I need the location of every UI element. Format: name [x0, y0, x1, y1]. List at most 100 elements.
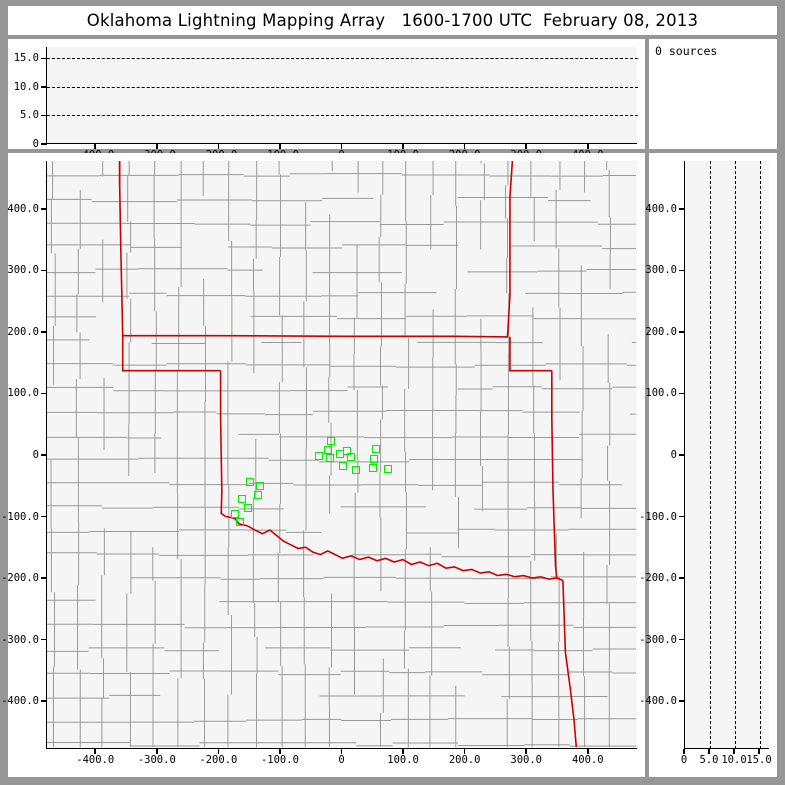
y-tick-label: -300.0 [1, 633, 39, 646]
east-west-height-plot-area [684, 161, 769, 749]
y-tick-mark [41, 143, 47, 145]
lightning-source-marker [325, 454, 334, 463]
y-tick-mark [679, 331, 685, 333]
x-tick-mark [217, 749, 220, 754]
x-tick-mark [463, 144, 466, 149]
y-tick-mark [679, 208, 685, 210]
x-tick-label: 200.0 [448, 754, 481, 766]
x-tick-mark [156, 749, 158, 754]
x-tick-label: 0 [680, 754, 688, 766]
y-tick-mark [679, 638, 685, 641]
y-tick-mark [41, 86, 47, 88]
lightning-source-marker [246, 478, 255, 487]
gridline-vertical [735, 161, 736, 749]
y-tick-mark [41, 515, 47, 518]
lightning-source-marker [372, 444, 381, 453]
x-tick-mark [340, 749, 343, 754]
y-tick-label: -300.0 [639, 633, 677, 646]
x-tick-label: 300.0 [510, 754, 542, 766]
gridline-horizontal [47, 58, 638, 60]
y-tick-mark [679, 454, 685, 456]
state-border-east [551, 370, 558, 579]
x-tick-mark [586, 749, 589, 754]
lightning-source-marker [324, 446, 333, 455]
x-tick-label: 100.0 [387, 754, 419, 766]
x-tick-label: -400.0 [76, 754, 115, 766]
y-tick-label: 300.0 [645, 264, 677, 277]
y-tick-mark [41, 331, 47, 333]
x-tick-mark [402, 749, 404, 754]
state-border-southeast [562, 580, 578, 747]
y-tick-mark [679, 269, 685, 272]
lightning-source-marker [368, 464, 377, 473]
y-tick-label: -200.0 [1, 572, 39, 584]
state-border-west [219, 370, 226, 518]
x-tick-mark [683, 749, 685, 754]
y-tick-mark [41, 392, 47, 395]
time-height-plot-area [46, 47, 638, 144]
gridline-horizontal [47, 86, 638, 88]
y-tick-mark [41, 57, 47, 60]
y-tick-mark [41, 700, 47, 702]
y-tick-mark [41, 454, 47, 456]
x-tick-mark [708, 749, 710, 754]
x-tick-mark [94, 144, 97, 149]
plan-view-plot-area[interactable] [46, 161, 637, 749]
x-tick-label: 0 [338, 754, 345, 766]
map-geography [47, 161, 636, 747]
x-tick-label: 400.0 [571, 754, 604, 766]
x-tick-label: -300.0 [137, 754, 176, 766]
lightning-source-marker [315, 451, 324, 460]
y-tick-mark [679, 700, 685, 702]
source-count-label: 0 sources [655, 44, 718, 58]
x-tick-label: 10.0 [721, 754, 747, 766]
state-border-oklahoma-north [118, 161, 514, 338]
lightning-source-marker [230, 509, 239, 518]
lightning-source-marker [243, 504, 252, 512]
gridline-vertical [710, 161, 711, 749]
y-tick-label: 5.0 [20, 109, 39, 122]
y-tick-label: -100.0 [639, 510, 677, 523]
x-tick-label: 5.0 [699, 754, 719, 766]
state-border-red-river [225, 515, 564, 582]
x-tick-mark [586, 144, 589, 149]
lightning-source-marker [326, 436, 335, 445]
y-tick-label: 100.0 [7, 387, 39, 400]
y-tick-label: -200.0 [639, 572, 677, 584]
x-tick-mark [340, 144, 343, 149]
x-tick-label: -100.0 [260, 754, 299, 766]
x-tick-label: -200.0 [199, 754, 238, 766]
y-tick-label: -100.0 [1, 510, 39, 523]
y-tick-label: 0 [670, 449, 677, 461]
y-tick-label: 200.0 [645, 325, 677, 338]
x-tick-mark [94, 749, 97, 754]
x-tick-mark [279, 144, 281, 149]
y-tick-label: -400.0 [1, 695, 39, 708]
x-tick-mark [733, 749, 735, 754]
y-tick-label: 100.0 [645, 387, 677, 400]
x-tick-label: 15.0 [746, 754, 772, 766]
y-tick-label: 400.0 [645, 202, 677, 215]
y-tick-label: 300.0 [7, 264, 39, 277]
state-border-northeast [509, 336, 552, 372]
y-tick-mark [41, 114, 47, 117]
lightning-source-marker [352, 466, 361, 475]
page-title: Oklahoma Lightning Mapping Array 1600-17… [86, 11, 699, 30]
y-tick-mark [679, 577, 685, 579]
y-tick-label: 200.0 [7, 325, 39, 338]
x-tick-mark [525, 749, 527, 754]
y-tick-label: 400.0 [7, 202, 39, 215]
state-border-panhandle-south [121, 335, 221, 372]
lightning-source-marker [253, 491, 262, 500]
lightning-source-marker [339, 462, 348, 471]
y-tick-label: 15.0 [13, 52, 39, 65]
y-tick-mark [679, 515, 685, 518]
lightning-source-marker [346, 452, 355, 461]
x-tick-mark [279, 749, 281, 754]
y-tick-label: 0 [32, 138, 39, 150]
source-count-panel: 0 sources [649, 39, 777, 149]
x-tick-mark [463, 749, 466, 754]
x-tick-mark [402, 144, 404, 149]
y-tick-label: 0 [32, 449, 39, 461]
